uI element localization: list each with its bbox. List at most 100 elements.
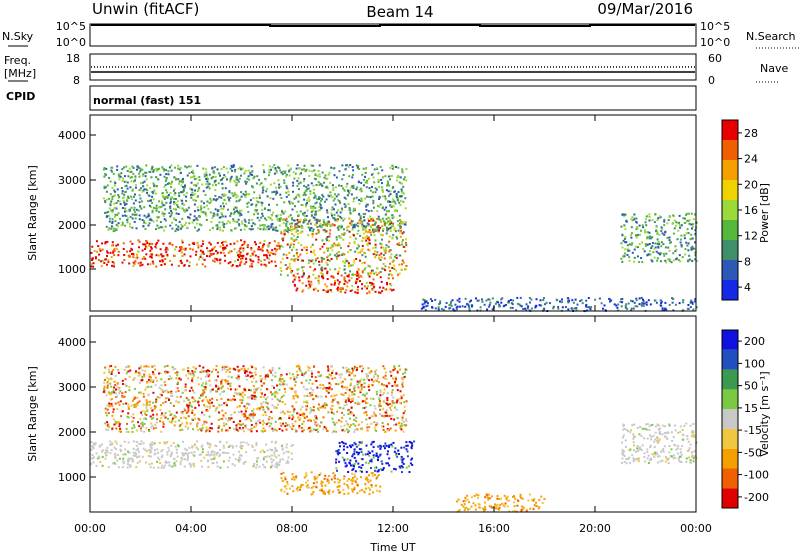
velocity-cell bbox=[176, 396, 178, 398]
power-cell bbox=[640, 230, 642, 232]
velocity-cell bbox=[237, 374, 239, 376]
velocity-cell bbox=[301, 374, 303, 376]
power-cell bbox=[169, 166, 171, 168]
power-cell bbox=[377, 226, 379, 228]
power-cell bbox=[236, 251, 238, 253]
power-cell bbox=[624, 255, 626, 257]
velocity-cell bbox=[135, 466, 137, 468]
power-cell bbox=[155, 243, 157, 245]
power-cell bbox=[134, 221, 136, 223]
power-cell bbox=[329, 191, 331, 193]
power-colorbar-tick-label: 20 bbox=[744, 178, 758, 191]
velocity-cell bbox=[251, 375, 253, 377]
power-cell bbox=[292, 185, 294, 187]
power-cell bbox=[149, 263, 151, 265]
velocity-cell bbox=[153, 467, 155, 469]
power-cell bbox=[148, 225, 150, 227]
power-cell bbox=[245, 261, 247, 263]
velocity-cell bbox=[263, 422, 265, 424]
power-cell bbox=[328, 221, 330, 223]
velocity-cell bbox=[262, 464, 264, 466]
velocity-cell bbox=[154, 453, 156, 455]
velocity-cell bbox=[206, 427, 208, 429]
power-cell bbox=[185, 200, 187, 202]
power-cell bbox=[279, 225, 281, 227]
power-cell bbox=[365, 206, 367, 208]
power-cell bbox=[305, 285, 307, 287]
velocity-cell bbox=[357, 386, 359, 388]
power-cell bbox=[239, 210, 241, 212]
power-cell bbox=[338, 229, 340, 231]
power-cell bbox=[689, 238, 691, 240]
power-cell bbox=[635, 221, 637, 223]
velocity-cell bbox=[245, 374, 247, 376]
power-cell bbox=[276, 245, 278, 247]
power-cell bbox=[274, 248, 276, 250]
power-cell bbox=[99, 248, 101, 250]
velocity-cell bbox=[154, 442, 156, 444]
power-cell bbox=[245, 196, 247, 198]
velocity-cell bbox=[366, 393, 368, 395]
power-cell bbox=[214, 180, 216, 182]
power-cell bbox=[310, 246, 312, 248]
power-cell bbox=[231, 170, 233, 172]
power-cell bbox=[146, 189, 148, 191]
power-cell bbox=[319, 176, 321, 178]
power-cell bbox=[337, 279, 339, 281]
velocity-cell bbox=[128, 407, 130, 409]
velocity-cell bbox=[127, 461, 129, 463]
power-cell bbox=[108, 177, 110, 179]
power-cell bbox=[171, 228, 173, 230]
power-cell bbox=[200, 224, 202, 226]
power-cell bbox=[672, 214, 674, 216]
velocity-cell bbox=[215, 454, 217, 456]
velocity-cell bbox=[266, 461, 268, 463]
power-cell bbox=[510, 299, 512, 301]
power-cell bbox=[318, 280, 320, 282]
power-cell bbox=[236, 177, 238, 179]
velocity-cell bbox=[354, 366, 356, 368]
power-cell bbox=[238, 212, 240, 214]
power-cell bbox=[252, 186, 254, 188]
power-cell bbox=[385, 207, 387, 209]
power-cell bbox=[308, 200, 310, 202]
power-cell bbox=[315, 288, 317, 290]
power-cell bbox=[299, 173, 301, 175]
velocity-cell bbox=[225, 402, 227, 404]
velocity-cell bbox=[300, 486, 302, 488]
power-cell bbox=[400, 200, 402, 202]
velocity-cell bbox=[242, 445, 244, 447]
power-cell bbox=[654, 257, 656, 259]
power-cell bbox=[405, 168, 407, 170]
power-cell bbox=[265, 219, 267, 221]
velocity-cell bbox=[125, 366, 127, 368]
power-cell bbox=[657, 238, 659, 240]
power-cell bbox=[357, 272, 359, 274]
power-cell bbox=[337, 273, 339, 275]
power-cell bbox=[281, 211, 283, 213]
power-cell bbox=[389, 263, 391, 265]
power-cell bbox=[142, 250, 144, 252]
velocity-cell bbox=[350, 384, 352, 386]
power-cell bbox=[344, 218, 346, 220]
velocity-cell bbox=[229, 427, 231, 429]
power-cell bbox=[633, 261, 635, 263]
power-cell bbox=[368, 196, 370, 198]
velocity-cell bbox=[238, 461, 240, 463]
power-cell bbox=[194, 215, 196, 217]
power-cell bbox=[116, 248, 118, 250]
power-cell bbox=[388, 241, 390, 243]
power-cell bbox=[686, 232, 688, 234]
power-cell bbox=[380, 220, 382, 222]
power-cell bbox=[498, 304, 500, 306]
power-cell bbox=[367, 231, 369, 233]
power-cell bbox=[180, 260, 182, 262]
power-cell bbox=[656, 260, 658, 262]
power-cell bbox=[171, 212, 173, 214]
power-cell bbox=[124, 175, 126, 177]
power-cell bbox=[308, 197, 310, 199]
power-cell bbox=[398, 202, 400, 204]
power-cell bbox=[343, 174, 345, 176]
power-cell bbox=[138, 251, 140, 253]
power-cell bbox=[212, 260, 214, 262]
